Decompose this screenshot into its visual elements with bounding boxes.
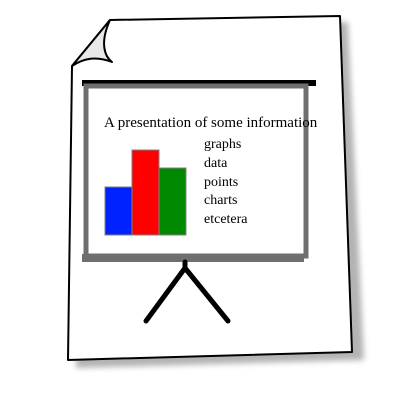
projector-screen-icon: A presentation of some information graph… [82, 80, 318, 262]
bullet-item: charts [204, 193, 237, 208]
chart-bar [158, 167, 187, 236]
screen-top-bar [82, 80, 316, 86]
bullet-item: etcetera [204, 212, 248, 227]
screen-bottom-bar [82, 254, 304, 262]
bullet-item: data [204, 156, 228, 171]
tripod-leg-left [143, 265, 188, 324]
screen-heading: A presentation of some information [104, 115, 318, 131]
bullet-list: graphs data points charts etcetera [204, 137, 248, 227]
bullet-item: graphs [204, 137, 241, 152]
chart-bar [104, 186, 133, 236]
bar-chart [104, 149, 187, 236]
bullet-item: points [204, 175, 238, 190]
tripod-leg-right [182, 265, 231, 324]
tripod-icon [143, 259, 231, 324]
chart-bar [131, 149, 160, 236]
folded-corner-icon [71, 19, 113, 67]
